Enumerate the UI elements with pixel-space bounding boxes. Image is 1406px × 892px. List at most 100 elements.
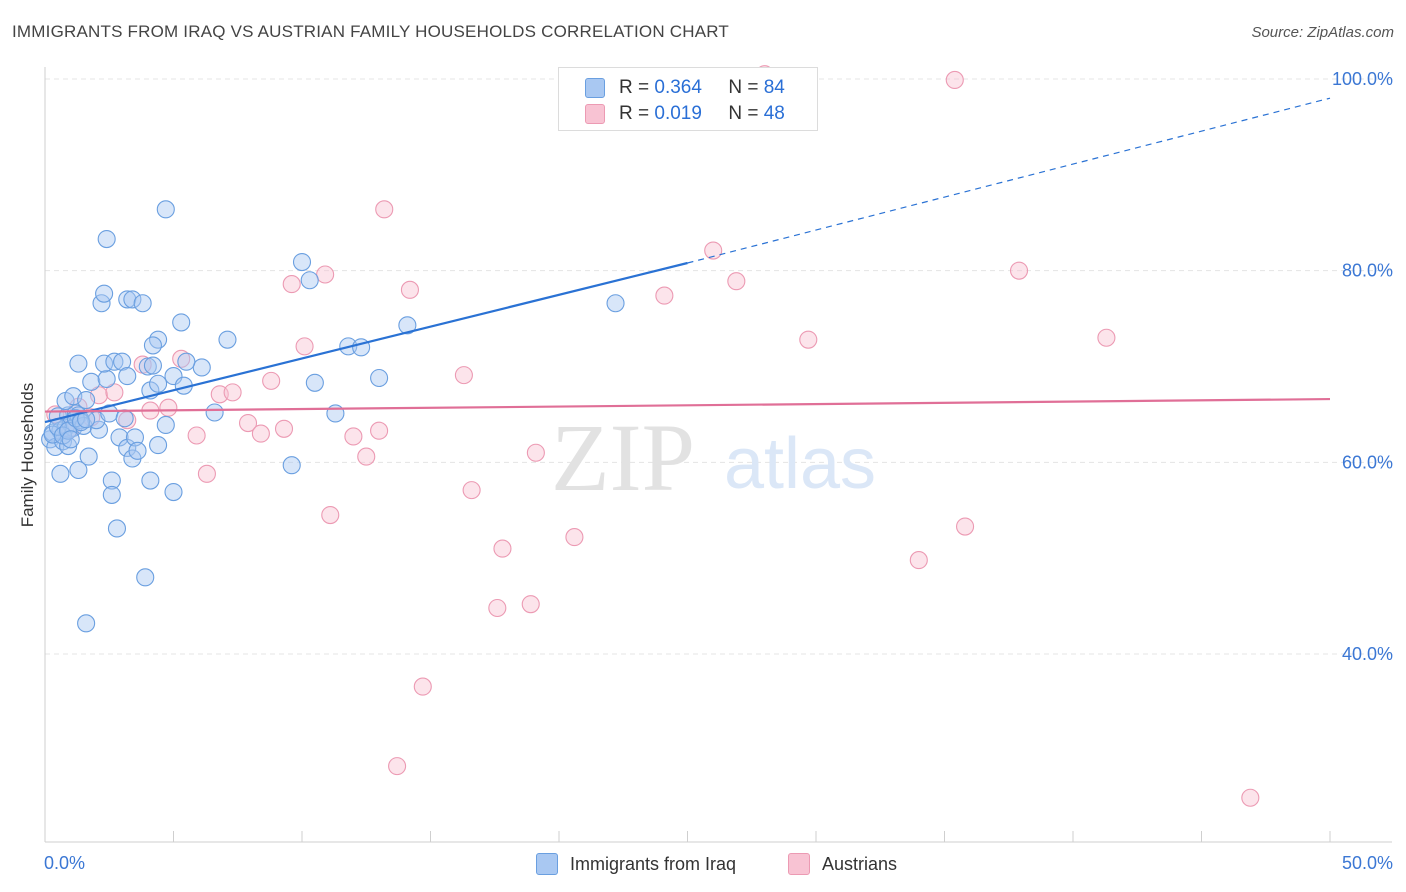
iraq-point [164,482,183,502]
austrian-point [159,398,178,417]
iraq-point [141,471,160,490]
austrian-point [238,413,258,433]
iraq-points [41,200,625,633]
iraq-point [77,390,96,410]
iraq-point [133,294,152,313]
watermark-zip: ZIP [551,404,695,511]
iraq-point [370,368,389,388]
y-tick-label: 40.0% [1342,644,1393,664]
austrian-point [251,424,270,443]
iraq-point [305,373,324,392]
austrian-point [945,70,964,90]
iraq-swatch [585,78,605,98]
austrian-point [1241,788,1260,807]
iraq-point [218,330,237,349]
iraq-legend-label: Immigrants from Iraq [570,853,737,874]
austrian-point [388,757,407,776]
austrian-point [462,481,481,500]
austrian-point [521,595,540,614]
austrian-point [105,383,124,402]
iraq-trend-line [44,261,688,424]
iraq-point [113,352,132,371]
iraq-point [292,252,312,272]
y-tick-label: 60.0% [1342,452,1393,472]
austrian-point [295,337,314,356]
austrian-trend-line [44,397,1331,413]
iraq-point [53,432,73,451]
iraq-point [149,436,168,455]
austrian-point [344,427,363,446]
austrian-point [1009,261,1029,280]
iraq-point [97,369,116,389]
axes [44,67,1392,843]
iraq-point [136,568,155,587]
austrian-point [187,426,206,445]
austrian-point [488,598,507,618]
austrian-legend-swatch [788,853,810,875]
austrian-point [321,505,340,525]
iraq-point [606,294,625,313]
iraq-point [125,428,144,447]
tick-labels: 40.0% 60.0% 80.0% 100.0% 0.0% 50.0% [44,69,1393,873]
austrian-point [262,371,281,390]
austrian-point [197,464,216,483]
iraq-point [282,456,301,475]
iraq-point [51,464,70,483]
iraq-point [105,352,124,371]
legend-item-austrians[interactable]: Austrians [788,852,897,876]
x-tick-label: 50.0% [1342,853,1393,873]
austrian-point [565,528,584,547]
austrian-point [1097,328,1116,347]
iraq-legend-swatch [536,853,558,875]
austrian-point [375,200,394,219]
austrian-point [727,272,746,291]
iraq-point [156,200,175,219]
iraq-point [102,471,121,490]
iraq-trend-extension [687,97,1331,264]
n-label: N = [728,77,759,98]
iraq-point [143,336,162,355]
iraq-point [107,519,127,538]
legend-item-iraq[interactable]: Immigrants from Iraq [536,852,736,876]
iraq-point [79,447,98,466]
austrian-legend-label: Austrians [822,853,898,874]
iraq-point [326,404,345,423]
iraq-point [192,358,211,377]
austrian-point [493,539,512,558]
correlation-legend: R = 0.364 N = 84 R = 0.019 N = 48 [558,67,818,131]
n-value-iraq: 84 [763,77,785,98]
iraq-point [149,374,168,393]
iraq-point [156,415,175,435]
iraq-point [118,367,137,386]
n-value-austrian: 48 [763,103,785,124]
iraq-point [300,271,319,290]
austrian-point [370,421,389,440]
r-label: R = [619,77,650,98]
source-label: Source: ZipAtlas.com [1251,24,1394,41]
iraq-point [115,409,134,428]
iraq-point [69,460,88,480]
iraq-point [102,485,121,504]
austrian-point [526,443,545,462]
chart-title: IMMIGRANTS FROM IRAQ VS AUSTRIAN FAMILY … [12,22,729,41]
austrian-point [357,447,376,466]
austrian-point [799,330,818,349]
austrian-point [909,551,928,570]
watermark-atlas: atlas [724,424,876,504]
austrian-point [282,275,301,294]
austrian-point [172,349,191,368]
y-tick-label: 100.0% [1332,69,1393,89]
austrian-point [413,677,432,696]
iraq-point [69,354,88,373]
iraq-point [95,284,114,303]
r-value-austrian: 0.019 [654,103,702,124]
legend-austrian-stats: R = 0.019 N = 48 [619,103,785,125]
y-tick-label: 80.0% [1342,261,1393,281]
iraq-point [149,330,168,349]
n-label: N = [728,103,759,124]
austrian-point [400,280,419,299]
trend-lines [44,97,1331,424]
austrian-point [454,366,473,385]
x-tick-label: 0.0% [44,853,85,873]
